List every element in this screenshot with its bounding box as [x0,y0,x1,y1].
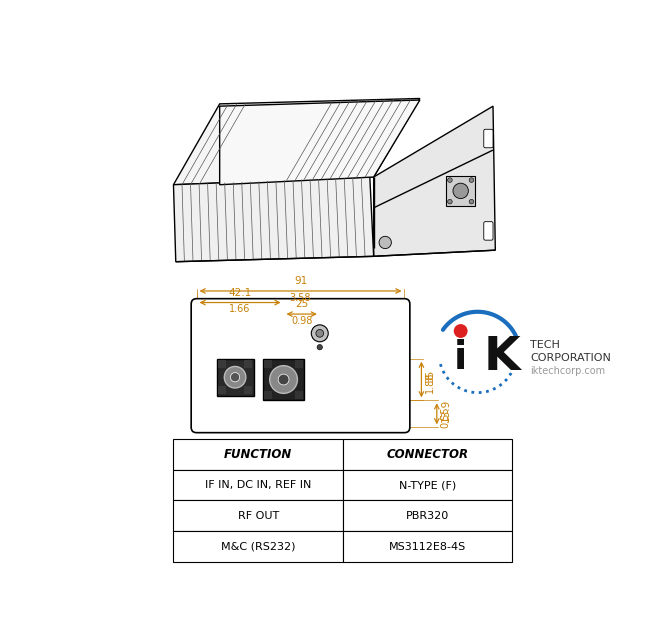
Text: PBR320: PBR320 [406,511,449,521]
Polygon shape [220,100,420,185]
Text: K: K [484,335,520,381]
Text: 35: 35 [426,370,436,383]
Bar [173,531,343,562]
Text: RF OUT: RF OUT [238,511,279,521]
Bar [343,470,512,501]
FancyBboxPatch shape [484,222,493,240]
Text: iktechcorp.com: iktechcorp.com [530,366,605,376]
Bar [295,391,303,399]
Text: i: i [454,339,468,377]
Text: 25: 25 [295,299,308,310]
Text: 1.88: 1.88 [426,372,436,394]
Text: TECH
CORPORATION: TECH CORPORATION [530,340,611,363]
Bar [446,176,476,206]
Text: CONNECTOR: CONNECTOR [386,447,469,461]
Text: 3.58: 3.58 [290,292,311,303]
Circle shape [224,367,246,388]
Text: 13.9: 13.9 [441,399,451,422]
Bar [173,501,343,531]
Circle shape [270,365,298,394]
Polygon shape [173,177,374,262]
Text: IF IN, DC IN, REF IN: IF IN, DC IN, REF IN [205,480,311,490]
Text: 91: 91 [294,276,307,287]
FancyBboxPatch shape [484,129,493,148]
FancyBboxPatch shape [191,299,410,433]
Bar [263,359,304,401]
Text: 1.66: 1.66 [229,304,251,314]
Bar [216,359,254,395]
Circle shape [278,374,289,385]
Text: 0.55: 0.55 [441,406,451,428]
Polygon shape [173,99,420,185]
Bar [173,470,343,501]
Circle shape [448,199,452,204]
Text: 0.98: 0.98 [291,315,312,326]
Polygon shape [374,106,496,256]
Circle shape [448,178,452,183]
Bar [244,360,252,368]
Bar [264,391,272,399]
Bar [264,360,272,368]
Text: M&C (RS232): M&C (RS232) [221,542,296,552]
Bar [218,387,226,394]
Circle shape [379,237,392,249]
Circle shape [454,324,468,338]
Bar [244,387,252,394]
Circle shape [311,325,328,342]
Text: 42.1: 42.1 [228,288,252,298]
Circle shape [230,372,240,382]
Bar [295,360,303,368]
Circle shape [317,344,322,350]
Circle shape [316,329,324,337]
Text: MS3112E8-4S: MS3112E8-4S [389,542,466,552]
Bar [343,531,512,562]
Bar [173,439,343,470]
Bar [343,501,512,531]
Bar [218,360,226,368]
Circle shape [469,199,474,204]
Circle shape [453,183,468,199]
Text: FUNCTION: FUNCTION [224,447,292,461]
Text: N-TYPE (F): N-TYPE (F) [399,480,456,490]
Circle shape [469,178,474,183]
Bar [343,439,512,470]
